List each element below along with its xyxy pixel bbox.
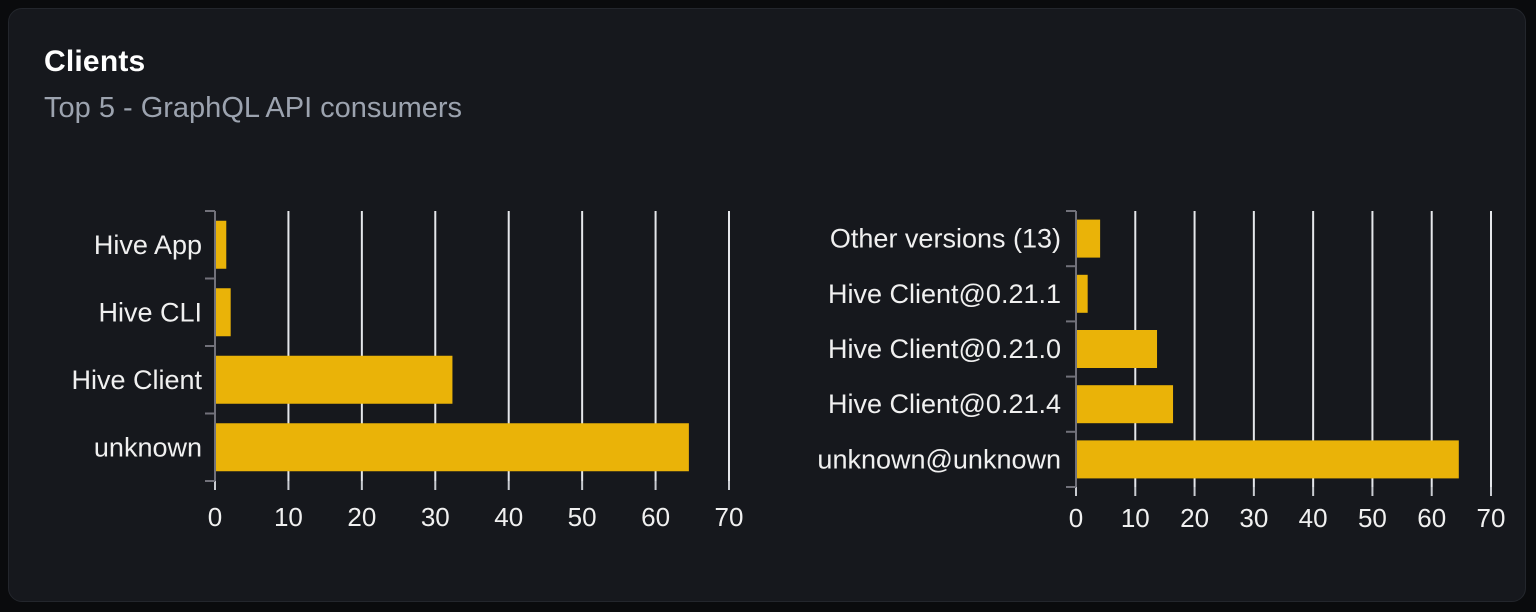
clients-by-name-chart: Hive App Hive CLI Hive Client unknown 0 10 20 3… (71, 210, 744, 532)
category-label: Hive Client (71, 365, 202, 395)
x-tick-label: 60 (641, 502, 670, 532)
bar-hive-client[interactable] (216, 355, 453, 404)
x-tick-label: 30 (421, 502, 450, 532)
charts-canvas: Hive App Hive CLI Hive Client unknown 0 10 20 3… (71, 210, 1506, 533)
category-label: Hive Client@0.21.0 (828, 334, 1061, 364)
x-tick-label: 0 (1069, 503, 1083, 533)
bar-other-versions-13-[interactable] (1077, 219, 1101, 258)
x-tick-label: 0 (208, 502, 222, 532)
category-label: unknown (94, 432, 202, 462)
bar-hive-client-0-21-0[interactable] (1077, 330, 1158, 368)
category-label: Hive CLI (98, 297, 202, 327)
x-tick-label: 10 (1121, 503, 1150, 533)
panel-subtitle: Top 5 - GraphQL API consumers (44, 92, 463, 124)
panel-title: Clients (44, 45, 146, 78)
x-tick-label: 70 (715, 502, 744, 532)
clients-by-version-chart: Other versions (13) Hive Client@0.21.1 Hiv… (817, 210, 1506, 533)
category-label: Hive App (94, 230, 202, 260)
x-tick-label: 30 (1239, 503, 1268, 533)
bar-hive-cli[interactable] (216, 288, 231, 337)
category-label: Hive Client@0.21.1 (828, 279, 1061, 309)
category-label: Hive Client@0.21.4 (828, 389, 1061, 419)
x-tick-label: 50 (1358, 503, 1387, 533)
x-tick-label: 20 (1180, 503, 1209, 533)
bar-hive-client-0-21-4[interactable] (1077, 385, 1174, 424)
x-tick-label: 60 (1417, 503, 1446, 533)
bar-unknown[interactable] (216, 423, 689, 472)
bar-unknown-unknown[interactable] (1077, 440, 1459, 479)
x-tick-label: 10 (274, 502, 303, 532)
bar-hive-client-0-21-1[interactable] (1077, 274, 1088, 313)
x-tick-label: 70 (1477, 503, 1506, 533)
category-label: Other versions (13) (830, 224, 1061, 254)
x-tick-label: 40 (1299, 503, 1328, 533)
clients-panel: Clients Top 5 - GraphQL API consumers Hi… (8, 8, 1526, 602)
bar-hive-app[interactable] (216, 220, 227, 269)
x-tick-label: 50 (568, 502, 597, 532)
category-label: unknown@unknown (817, 444, 1061, 474)
x-tick-label: 20 (347, 502, 376, 532)
x-tick-label: 40 (494, 502, 523, 532)
